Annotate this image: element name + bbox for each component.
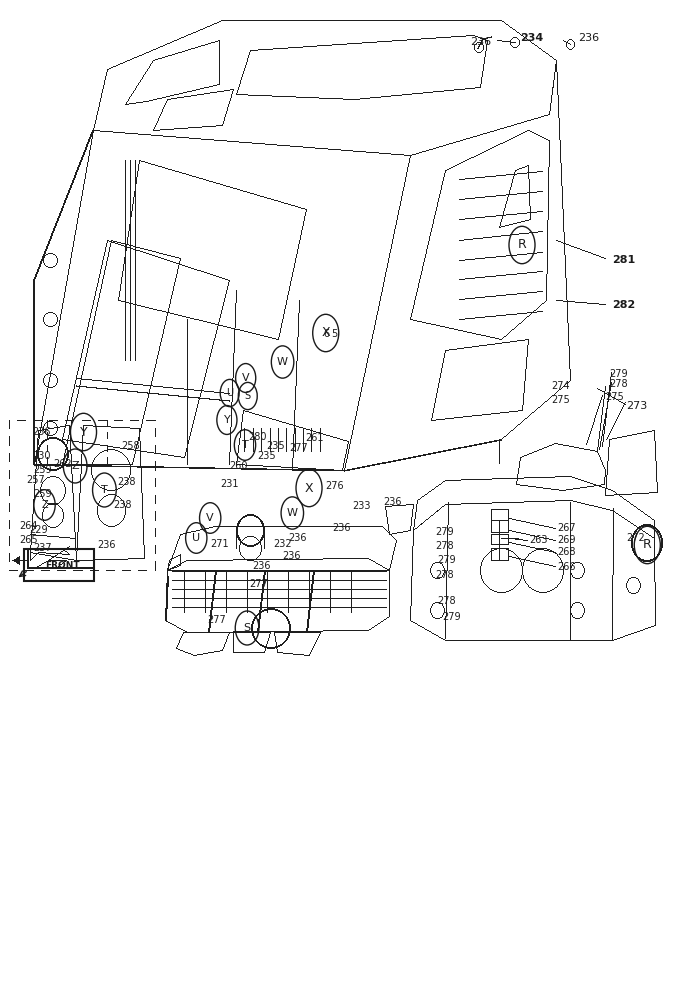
Text: 266: 266 (557, 562, 576, 572)
Text: 262: 262 (53, 459, 72, 469)
Text: X: X (322, 326, 330, 340)
Text: 272: 272 (626, 533, 645, 543)
Text: 238: 238 (113, 500, 132, 510)
Text: 229: 229 (29, 525, 48, 535)
Text: Z: Z (41, 500, 48, 510)
Text: 279: 279 (436, 527, 454, 537)
Text: 233: 233 (352, 501, 371, 511)
Text: U: U (226, 388, 233, 398)
Text: 236: 236 (288, 533, 307, 543)
Text: T: T (101, 485, 108, 495)
Text: 279: 279 (610, 369, 628, 379)
Text: 281: 281 (612, 255, 635, 265)
Text: 234: 234 (521, 33, 544, 43)
Text: 277: 277 (207, 615, 226, 625)
Text: 278: 278 (610, 379, 628, 389)
Text: V: V (242, 373, 249, 383)
Text: Y: Y (223, 415, 230, 425)
Text: 5: 5 (331, 329, 338, 339)
Text: 238: 238 (117, 477, 136, 487)
Text: 236: 236 (578, 33, 599, 43)
Text: X: X (305, 482, 313, 494)
Text: 268: 268 (557, 547, 576, 557)
Text: 275: 275 (606, 392, 624, 402)
Text: R: R (643, 538, 651, 552)
Text: 277: 277 (249, 579, 268, 589)
Text: 261: 261 (305, 433, 324, 443)
Text: 236: 236 (97, 540, 116, 550)
Text: 279: 279 (443, 612, 461, 622)
Text: T: T (242, 440, 248, 450)
Text: 273: 273 (626, 401, 648, 411)
Text: Z: Z (72, 461, 79, 471)
Text: 257: 257 (26, 475, 45, 485)
Text: 279: 279 (437, 555, 456, 565)
Text: 6: 6 (324, 329, 330, 339)
Text: 236: 236 (383, 497, 402, 507)
Text: U: U (192, 533, 200, 543)
Text: 230: 230 (32, 451, 51, 461)
Text: 280: 280 (248, 432, 267, 442)
Text: W: W (277, 357, 288, 367)
Text: 267: 267 (557, 523, 576, 533)
Text: 258: 258 (121, 441, 140, 451)
Text: W: W (287, 508, 298, 518)
Text: 232: 232 (273, 539, 292, 549)
Text: 236: 236 (252, 561, 271, 571)
Text: FRONT: FRONT (45, 560, 80, 570)
Text: 271: 271 (210, 539, 229, 549)
Text: 231: 231 (220, 479, 239, 489)
Text: 236: 236 (283, 551, 301, 561)
Text: 259: 259 (33, 489, 52, 499)
Text: 264: 264 (19, 521, 38, 531)
Text: 274: 274 (551, 381, 570, 391)
Text: 260: 260 (230, 461, 248, 471)
Text: 276: 276 (326, 481, 345, 491)
Text: 263: 263 (529, 535, 548, 545)
Text: S: S (245, 391, 251, 401)
Text: R: R (518, 238, 526, 251)
Text: 277: 277 (290, 443, 308, 453)
Text: 236: 236 (470, 37, 491, 47)
Text: 235: 235 (266, 441, 285, 451)
Text: Y: Y (80, 426, 87, 438)
Text: 236: 236 (333, 523, 351, 533)
Text: 236: 236 (32, 427, 51, 437)
Text: S: S (244, 623, 251, 633)
Text: 269: 269 (557, 535, 576, 545)
Text: 259: 259 (33, 465, 52, 475)
Text: 278: 278 (436, 541, 454, 551)
Text: 235: 235 (258, 451, 276, 461)
Text: V: V (207, 513, 214, 523)
Text: 237: 237 (33, 543, 52, 553)
Text: 282: 282 (612, 300, 635, 310)
Text: 265: 265 (19, 535, 38, 545)
Text: 275: 275 (551, 395, 570, 405)
Text: 278: 278 (437, 596, 456, 606)
Text: 278: 278 (436, 570, 454, 580)
